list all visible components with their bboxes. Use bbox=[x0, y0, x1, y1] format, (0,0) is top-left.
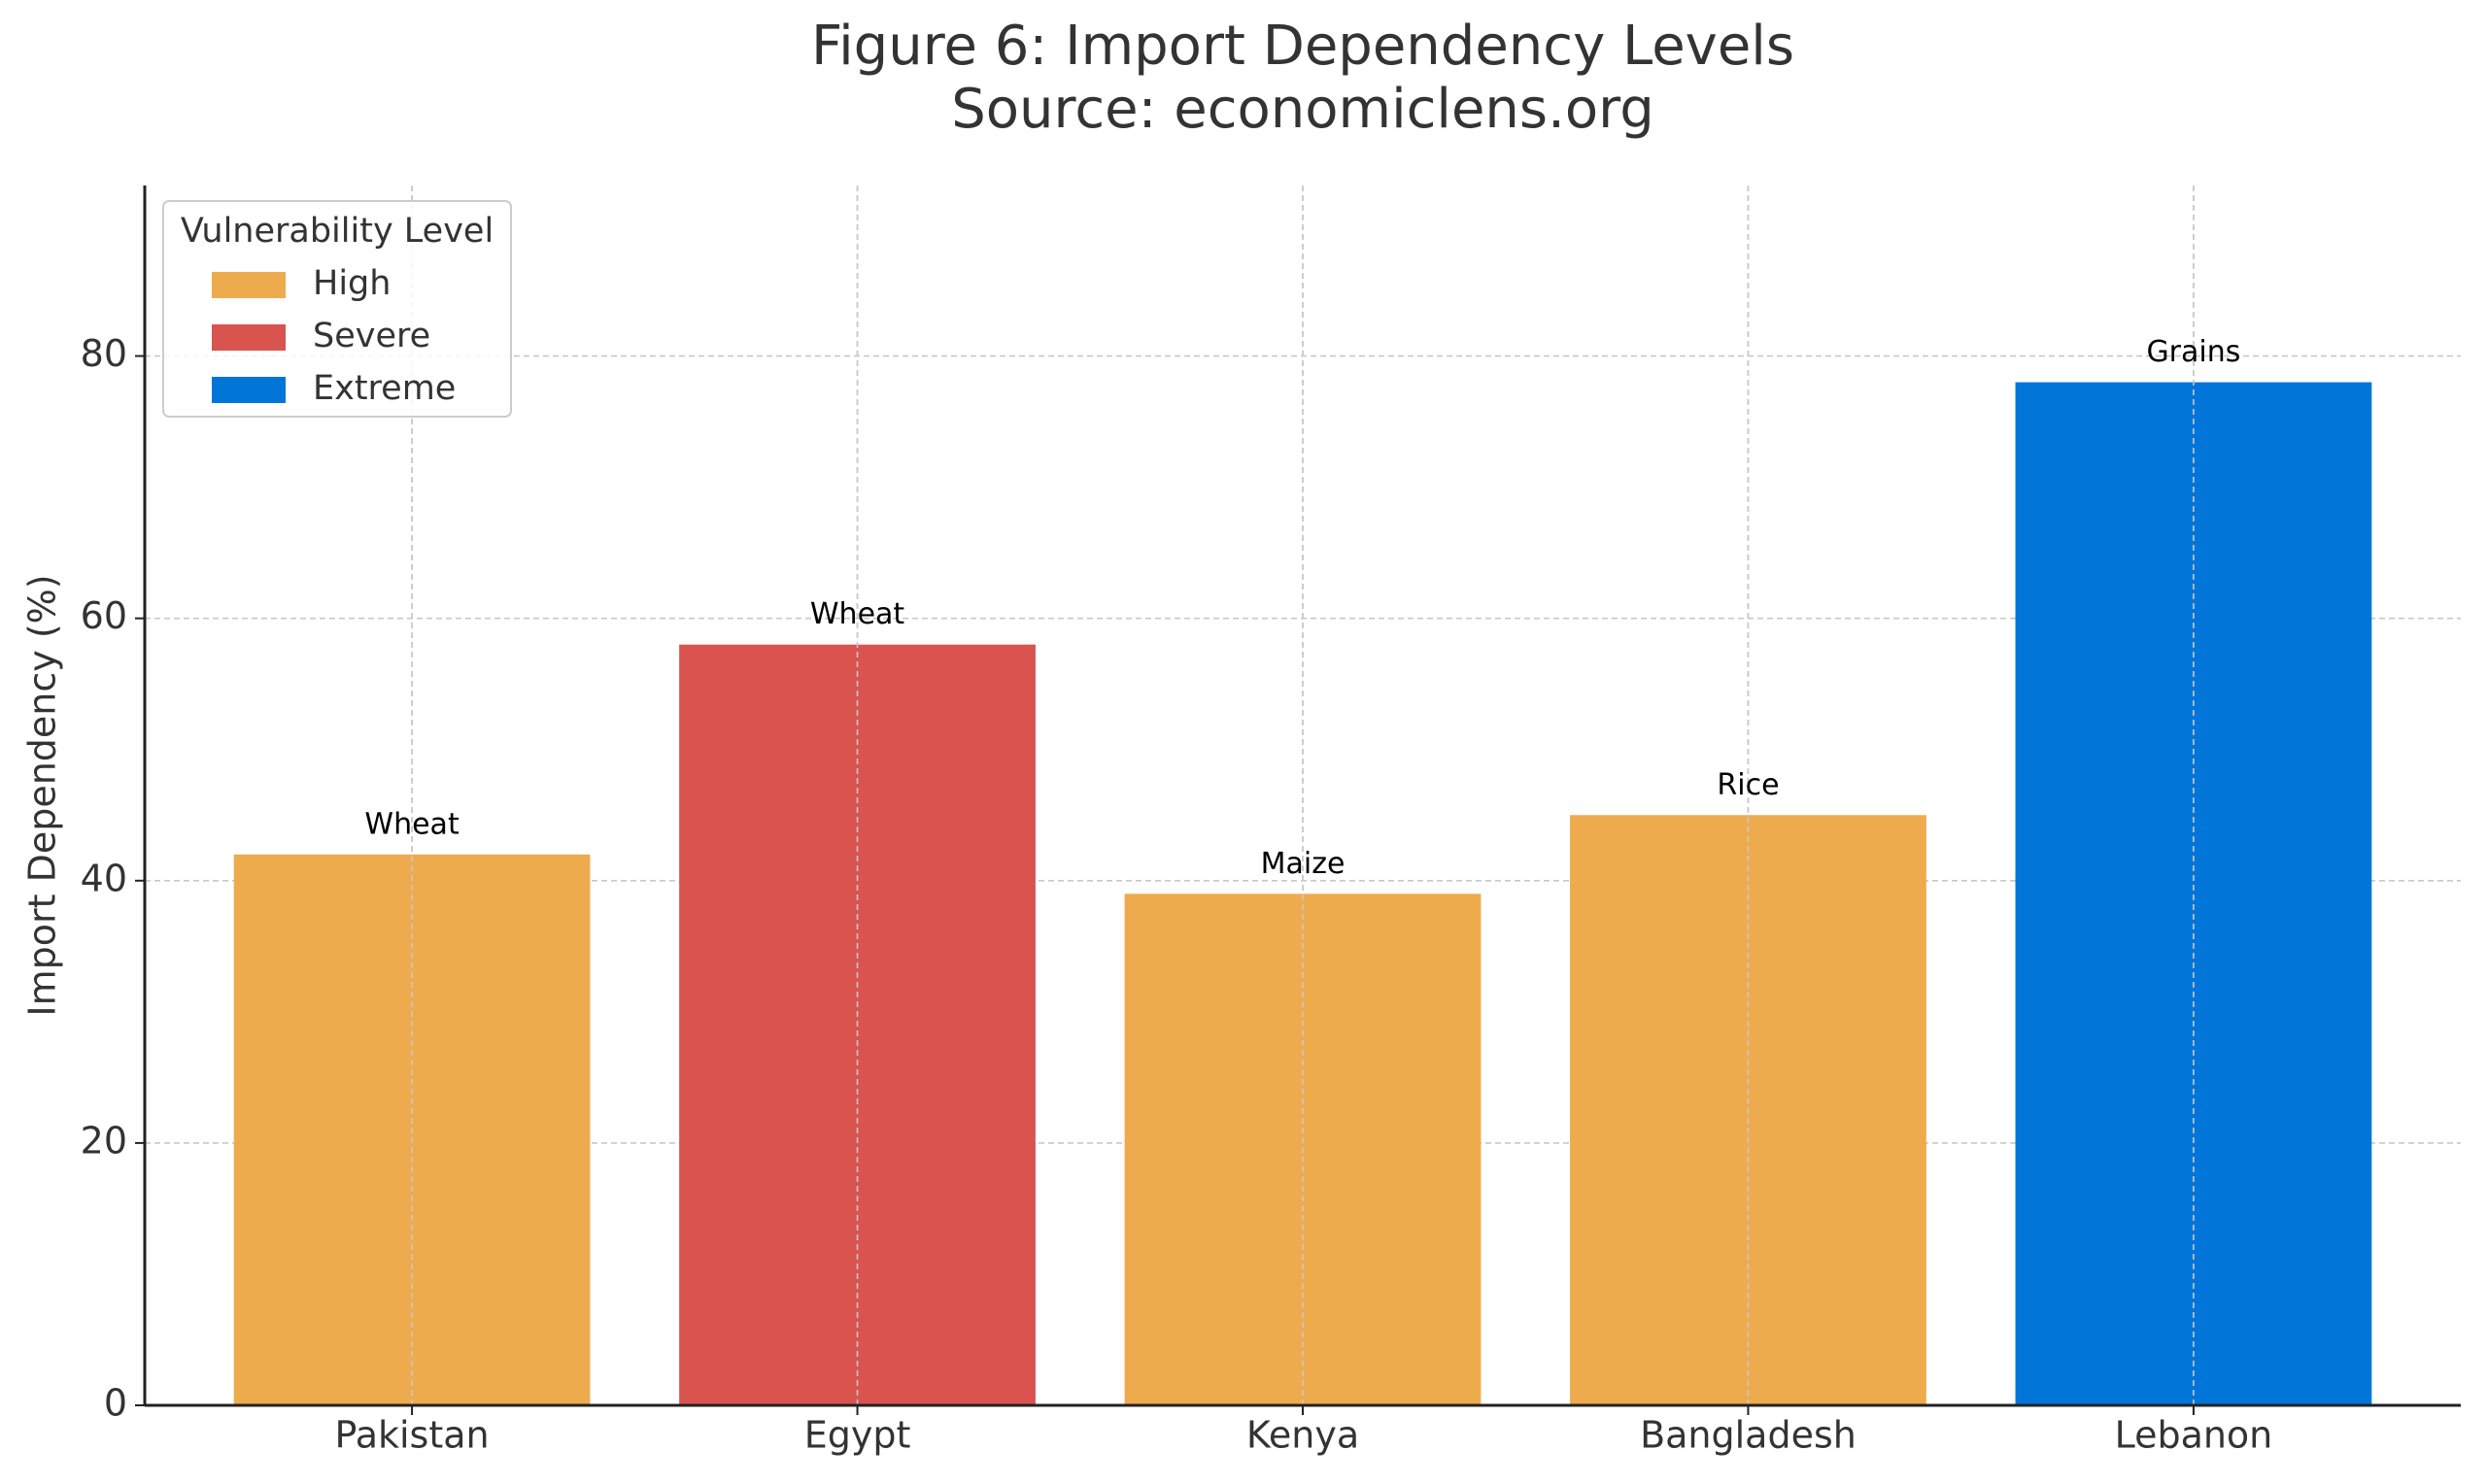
chart-subtitle: Source: economiclens.org bbox=[951, 78, 1654, 141]
y-tick-label: 20 bbox=[81, 1119, 127, 1162]
legend-box bbox=[162, 200, 512, 418]
y-tick-label: 80 bbox=[81, 332, 127, 375]
y-tick-label: 0 bbox=[104, 1382, 127, 1425]
legend-label: High bbox=[313, 264, 391, 303]
legend-label: Severe bbox=[313, 317, 430, 355]
x-tick-label: Pakistan bbox=[335, 1414, 490, 1457]
y-tick-label: 40 bbox=[81, 857, 127, 899]
y-tick-label: 60 bbox=[81, 594, 127, 637]
x-tick-label: Lebanon bbox=[2115, 1414, 2273, 1457]
bar-label: Rice bbox=[1717, 768, 1779, 802]
x-tick-label: Bangladesh bbox=[1640, 1414, 1857, 1457]
bar-label: Maize bbox=[1261, 847, 1346, 881]
bar-label: Wheat bbox=[364, 807, 460, 841]
x-tick-label: Kenya bbox=[1246, 1414, 1359, 1457]
bar-label: Wheat bbox=[810, 597, 905, 631]
legend-title: Vulnerability Level bbox=[181, 212, 494, 251]
bar-label: Grains bbox=[2146, 335, 2240, 369]
x-tick-label: Egypt bbox=[804, 1414, 911, 1457]
y-axis-label: Import Dependency (%) bbox=[21, 574, 64, 1016]
legend-swatch bbox=[212, 272, 286, 298]
legend-swatch bbox=[212, 324, 286, 351]
legend-label: Extreme bbox=[313, 369, 456, 408]
legend-swatch bbox=[212, 377, 286, 403]
chart-title: Figure 6: Import Dependency Levels bbox=[811, 15, 1794, 78]
